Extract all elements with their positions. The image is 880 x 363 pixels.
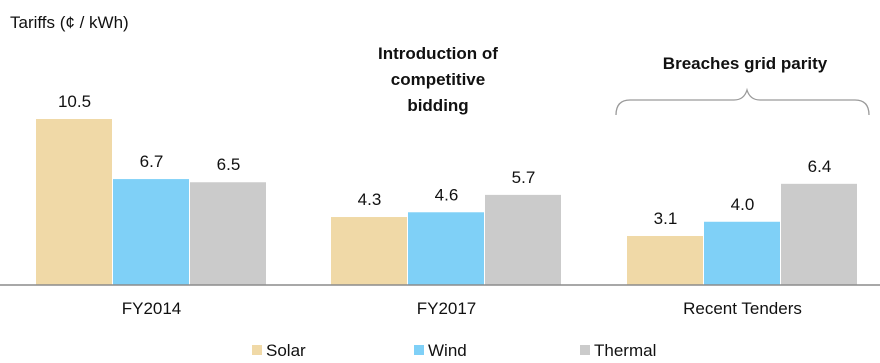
bar-thermal-0 <box>190 182 266 285</box>
category-labels-group: FY2014 FY2017 Recent Tenders <box>122 299 802 318</box>
bar-solar-0 <box>36 119 112 285</box>
value-label-solar-2: 3.1 <box>654 209 678 228</box>
legend-label-solar: Solar <box>266 341 306 360</box>
legend-label-thermal: Thermal <box>594 341 656 360</box>
legend-swatch-solar <box>252 345 262 355</box>
value-label-solar-1: 4.3 <box>358 190 382 209</box>
value-label-wind-1: 4.6 <box>435 185 459 204</box>
curly-brace <box>615 87 870 116</box>
annotation-line: Breaches grid parity <box>663 54 828 73</box>
bar-solar-1 <box>331 217 407 285</box>
value-label-thermal-0: 6.5 <box>217 155 241 174</box>
y-axis-label: Tariffs (¢ / kWh) <box>10 13 129 32</box>
bar-wind-0 <box>113 179 189 285</box>
legend-swatch-wind <box>414 345 424 355</box>
annotation-line: Introduction of <box>378 44 498 63</box>
value-label-wind-0: 6.7 <box>140 152 164 171</box>
legend-label-wind: Wind <box>428 341 467 360</box>
category-label-0: FY2014 <box>122 299 182 318</box>
bar-thermal-2 <box>781 183 857 285</box>
annotation-line: competitive <box>391 70 485 89</box>
annotation-grid-parity: Breaches grid parity <box>615 54 870 116</box>
bar-wind-1 <box>408 212 484 285</box>
bar-thermal-1 <box>485 194 561 285</box>
bars-group <box>36 119 857 285</box>
legend: Solar Wind Thermal <box>252 341 656 360</box>
bar-solar-2 <box>627 235 703 285</box>
category-label-1: FY2017 <box>417 299 477 318</box>
legend-swatch-thermal <box>580 345 590 355</box>
annotation-competitive-bidding: Introduction of competitive bidding <box>378 44 498 115</box>
value-label-thermal-1: 5.7 <box>512 168 536 187</box>
annotation-line: bidding <box>407 96 468 115</box>
value-label-solar-0: 10.5 <box>58 92 91 111</box>
bar-wind-2 <box>704 221 780 285</box>
category-label-2: Recent Tenders <box>683 299 802 318</box>
value-label-wind-2: 4.0 <box>731 195 755 214</box>
value-labels-group: 10.5 6.7 6.5 4.3 4.6 5.7 3.1 4.0 6.4 <box>58 92 831 228</box>
value-label-thermal-2: 6.4 <box>808 157 832 176</box>
